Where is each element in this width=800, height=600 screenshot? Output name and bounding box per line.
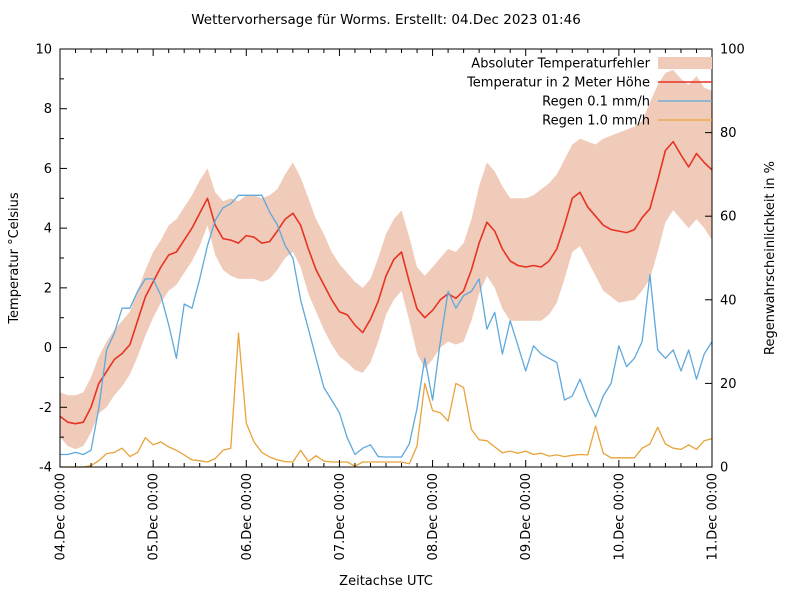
y-right-tick-label: 100 [720,43,745,58]
x-axis-label: Zeitachse UTC [339,574,433,589]
x-tick-label: 04.Dec 00:00 [54,473,69,560]
y-right-tick-label: 20 [720,377,737,392]
y-left-tick-label: 0 [44,341,52,356]
legend-label: Temperatur in 2 Meter Höhe [466,76,650,91]
y-right-axis-label: Regenwahrscheinlichkeit in % [763,161,778,355]
tick-marks-layer [59,48,713,468]
temperature-line [59,140,713,425]
chart-legend: Absoluter Temperaturfehler Temperatur in … [466,57,712,129]
y-right-tick-label: 80 [720,126,737,141]
x-tick-label: 09.Dec 00:00 [519,473,534,560]
x-tick-label: 06.Dec 00:00 [240,473,255,560]
y-left-tick-label: -4 [39,461,52,476]
rain-10-line [60,332,713,468]
x-tick-label: 08.Dec 00:00 [426,473,441,560]
x-tick-label: 10.Dec 00:00 [612,473,627,560]
y-left-tick-label: 2 [44,281,52,296]
x-tick-label: 11.Dec 00:00 [706,473,721,560]
x-tick-labels: 04.Dec 00:00 05.Dec 00:00 06.Dec 00:00 07.D… [54,473,721,560]
temperature-error-band [60,69,712,450]
legend-label: Absoluter Temperaturfehler [471,57,650,72]
y-right-tick-label: 0 [720,461,728,476]
y-left-tick-label: 8 [44,102,52,117]
y-left-tick-label: -2 [39,401,52,416]
y-left-tick-label: 6 [44,162,52,177]
y-left-tick-label: 10 [35,43,52,58]
rain-01-line [60,194,713,458]
y-right-tick-label: 60 [720,210,737,225]
y-left-axis-label: Temperatur °Celsius [7,192,22,325]
x-tick-label: 07.Dec 00:00 [333,473,348,560]
chart-title: Wettervorhersage für Worms. Erstellt: 04… [191,12,581,28]
y-left-tick-label: 4 [44,222,52,237]
legend-label: Regen 0.1 mm/h [542,95,650,110]
x-tick-label: 05.Dec 00:00 [147,473,162,560]
y-right-tick-label: 40 [720,293,737,308]
legend-label: Regen 1.0 mm/h [542,114,650,129]
series-layer [59,69,713,468]
legend-band-swatch [658,57,712,69]
